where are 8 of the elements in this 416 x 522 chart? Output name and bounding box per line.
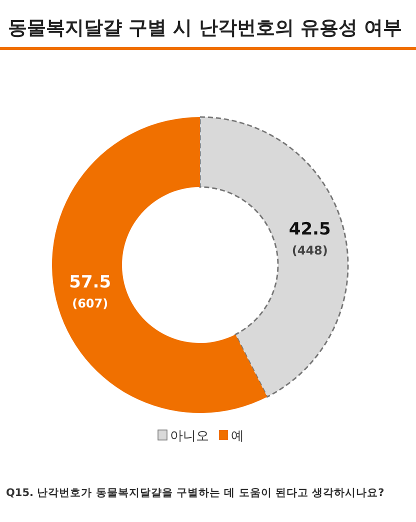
legend-label: 아니오 — [170, 429, 209, 444]
data-label: 42.5 (448) — [288, 220, 331, 258]
donut-slice — [52, 117, 268, 413]
donut-slice — [199, 116, 349, 398]
data-label: 57.5 (607) — [69, 272, 112, 310]
legend-label: 예 — [231, 429, 244, 444]
chart-title: 동물복지달걀 구별 시 난각번호의 유용성 여부 — [8, 17, 402, 39]
text: Q15. 난각번호가 동물복지달걀을 구별하는 데 도움이 된다고 생각하시나요? — [6, 487, 384, 499]
